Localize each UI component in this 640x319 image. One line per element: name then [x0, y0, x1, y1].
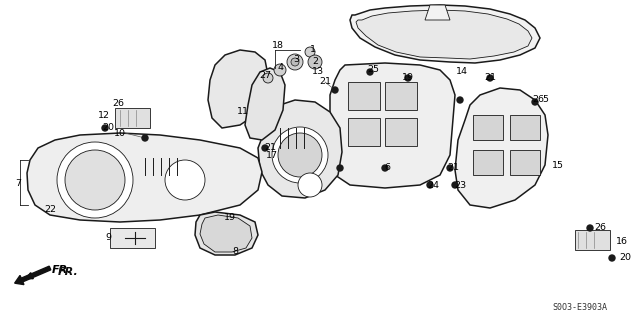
Text: FR.: FR.: [58, 267, 79, 277]
Text: 9: 9: [105, 234, 111, 242]
Text: 21: 21: [319, 78, 331, 86]
Circle shape: [382, 165, 388, 171]
Circle shape: [337, 165, 343, 171]
Circle shape: [332, 87, 338, 93]
Text: 2: 2: [312, 57, 318, 66]
Polygon shape: [195, 212, 258, 255]
Polygon shape: [258, 100, 342, 198]
Bar: [385, 82, 417, 110]
Circle shape: [457, 97, 463, 103]
Text: 26: 26: [532, 95, 544, 105]
Circle shape: [278, 133, 322, 177]
Text: 19: 19: [224, 213, 236, 222]
Text: 21: 21: [447, 164, 459, 173]
Text: 22: 22: [44, 205, 56, 214]
Circle shape: [262, 145, 268, 151]
Polygon shape: [356, 10, 532, 59]
Bar: [575, 230, 610, 250]
Text: 8: 8: [232, 248, 238, 256]
Text: 13: 13: [312, 68, 324, 77]
Circle shape: [287, 54, 303, 70]
Circle shape: [367, 69, 373, 75]
Text: 21: 21: [484, 73, 496, 83]
Polygon shape: [330, 63, 455, 188]
Circle shape: [272, 127, 328, 183]
Text: 1: 1: [310, 46, 316, 55]
Polygon shape: [27, 133, 262, 222]
Text: 14: 14: [456, 68, 468, 77]
Text: 6: 6: [384, 164, 390, 173]
FancyArrow shape: [15, 266, 51, 285]
Text: 20: 20: [619, 254, 631, 263]
Text: 26: 26: [594, 224, 606, 233]
Polygon shape: [200, 215, 252, 252]
Polygon shape: [425, 5, 450, 20]
Bar: [115, 108, 150, 128]
Circle shape: [405, 75, 411, 81]
Text: 5: 5: [542, 95, 548, 105]
Circle shape: [305, 47, 315, 57]
Text: 17: 17: [266, 151, 278, 160]
Bar: [510, 150, 540, 175]
Text: 18: 18: [272, 41, 284, 50]
Text: 7: 7: [15, 179, 21, 188]
Circle shape: [263, 73, 273, 83]
Circle shape: [587, 225, 593, 231]
Text: 11: 11: [237, 108, 249, 116]
Circle shape: [165, 160, 205, 200]
Bar: [510, 115, 540, 140]
Circle shape: [102, 125, 108, 131]
Text: 19: 19: [402, 73, 414, 83]
Text: 25: 25: [367, 65, 379, 75]
Bar: [473, 115, 503, 140]
Circle shape: [452, 182, 458, 188]
Polygon shape: [455, 88, 548, 208]
Text: 24: 24: [427, 181, 439, 189]
Circle shape: [487, 75, 493, 81]
Circle shape: [65, 150, 125, 210]
Polygon shape: [208, 50, 268, 128]
Circle shape: [427, 182, 433, 188]
Circle shape: [274, 64, 286, 76]
Circle shape: [57, 142, 133, 218]
Text: 15: 15: [552, 160, 564, 169]
Circle shape: [142, 135, 148, 141]
Text: 3: 3: [293, 56, 299, 64]
Text: 21: 21: [264, 144, 276, 152]
Circle shape: [532, 99, 538, 105]
Circle shape: [447, 165, 453, 171]
Text: 4: 4: [278, 63, 284, 72]
Bar: [348, 118, 380, 146]
Text: 12: 12: [98, 110, 110, 120]
Text: 10: 10: [114, 129, 126, 137]
Text: 20: 20: [102, 123, 114, 132]
Circle shape: [609, 255, 615, 261]
Text: FR.: FR.: [52, 265, 73, 275]
Text: 23: 23: [454, 181, 466, 189]
Polygon shape: [350, 5, 540, 63]
Bar: [473, 150, 503, 175]
Circle shape: [308, 55, 322, 69]
Circle shape: [291, 58, 299, 66]
Text: 16: 16: [616, 238, 628, 247]
Text: S0O3-E3903A: S0O3-E3903A: [552, 303, 607, 313]
Text: 26: 26: [112, 99, 124, 108]
Text: 27: 27: [259, 71, 271, 80]
Polygon shape: [245, 68, 285, 140]
Bar: [348, 82, 380, 110]
Bar: [385, 118, 417, 146]
Bar: [110, 228, 155, 248]
Circle shape: [298, 173, 322, 197]
